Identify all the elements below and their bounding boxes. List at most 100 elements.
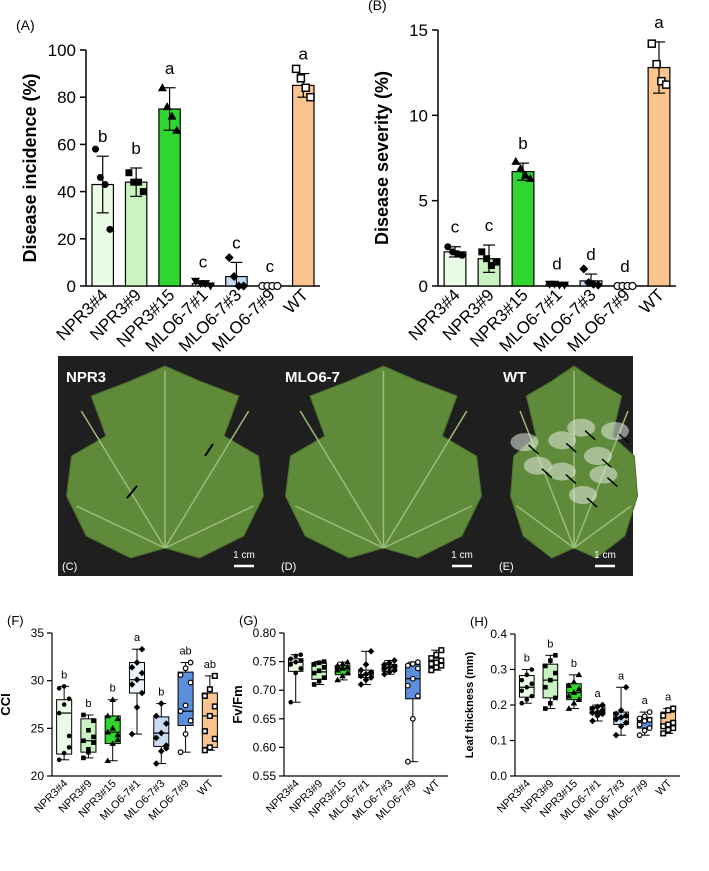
- data-point-npr3-15: [570, 699, 578, 706]
- mildew-patch: [600, 422, 629, 441]
- data-point-wt: [211, 735, 218, 742]
- y-tick-label: 5: [419, 192, 428, 211]
- data-point-mlo6-7-3: [386, 664, 393, 671]
- data-point-npr3-4: [529, 693, 535, 699]
- data-point-mlo6-7-1: [362, 676, 370, 684]
- data-point-wt: [438, 657, 445, 664]
- data-point-npr3-4: [458, 251, 466, 259]
- data-point-wt: [433, 659, 440, 666]
- y-tick-label: 40: [57, 183, 76, 202]
- arrow-marker: [528, 444, 540, 455]
- mildew-patch: [547, 462, 576, 481]
- data-point-mlo6-7-9: [646, 725, 653, 731]
- significance-letter-npr3-15: b: [110, 683, 116, 695]
- significance-letter-wt: a: [654, 13, 664, 32]
- photo-panel-letter: (D): [281, 561, 296, 573]
- data-point-mlo6-7-1: [367, 669, 375, 676]
- arrow-marker: [586, 497, 598, 508]
- x-tick-label-wt: WT: [654, 777, 675, 798]
- data-point-wt: [438, 662, 445, 669]
- data-point-mlo6-7-3: [612, 731, 620, 739]
- data-point-npr3-4: [524, 697, 530, 702]
- data-point-npr3-9: [543, 706, 548, 711]
- data-point-mlo6-7-9: [177, 749, 184, 756]
- data-point-npr3-4: [288, 656, 294, 662]
- y-tick-label: 20: [57, 230, 76, 249]
- data-point-mlo6-7-9: [636, 715, 643, 722]
- data-point-npr3-15: [565, 682, 573, 688]
- data-point-npr3-9: [321, 675, 327, 680]
- data-point-npr3-9: [86, 727, 91, 733]
- data-point-npr3-4: [96, 173, 104, 181]
- data-point-npr3-9: [91, 718, 96, 724]
- y-tick-label: 0.75: [253, 655, 277, 669]
- significance-letter-mlo6-7-9: a: [642, 695, 649, 707]
- bar-npr3-15: [511, 171, 535, 287]
- data-point-npr3-15: [104, 712, 112, 719]
- significance-letter-mlo6-7-1: a: [594, 688, 601, 700]
- data-point-mlo6-7-9: [404, 758, 411, 765]
- y-axis-label: Disease severity (%): [372, 71, 392, 245]
- data-point-mlo6-7-9: [641, 713, 648, 720]
- data-point-wt: [660, 712, 667, 719]
- data-point-npr3-9: [548, 658, 553, 663]
- data-point-mlo6-7-1: [128, 664, 136, 671]
- data-point-npr3-4: [298, 666, 304, 671]
- data-point-npr3-9: [81, 738, 86, 744]
- data-point-mlo6-7-1: [138, 669, 146, 677]
- data-point-mlo6-7-1: [138, 689, 146, 697]
- data-point-mlo6-7-9: [641, 718, 648, 724]
- data-point-mlo6-7-3: [617, 723, 625, 730]
- significance-letter-mlo6-7-3: c: [232, 233, 241, 252]
- data-point-wt: [660, 730, 667, 737]
- data-point-mlo6-7-1: [367, 648, 375, 655]
- data-point-npr3-9: [91, 740, 96, 745]
- data-point-mlo6-7-9: [646, 717, 653, 723]
- arrow-marker: [618, 433, 630, 444]
- y-tick-label: 0.60: [253, 740, 277, 754]
- data-point-npr3-15: [339, 665, 346, 671]
- photo-label-npr3: NPR3: [66, 369, 106, 386]
- significance-letter-npr3-4: b: [61, 669, 67, 681]
- data-point-npr3-15: [570, 689, 578, 695]
- data-point-npr3-4: [293, 653, 299, 659]
- data-point-mlo6-7-1: [133, 704, 141, 711]
- arrow-marker: [601, 458, 613, 469]
- significance-letter-mlo6-7-1: c: [199, 252, 208, 271]
- x-tick-label-wt: WT: [636, 285, 668, 317]
- data-point-mlo6-7-3: [612, 715, 620, 723]
- data-point-wt: [211, 703, 218, 710]
- data-point-mlo6-7-1: [138, 645, 146, 653]
- data-point-wt: [301, 83, 310, 93]
- data-point-wt: [428, 660, 435, 667]
- y-tick-label: 15: [409, 21, 428, 40]
- y-tick-label: 0: [419, 277, 428, 296]
- data-point-npr3-15: [109, 740, 117, 746]
- leaf-vein: [164, 505, 254, 549]
- mildew-patch: [510, 433, 539, 452]
- mildew-patch: [523, 456, 552, 475]
- data-point-wt: [201, 692, 208, 699]
- mildew-patch: [548, 431, 577, 450]
- panel-f-cci: (F)20253035CCIbNPR3#4bNPR3#9bNPR3#15aMLO…: [0, 613, 222, 823]
- significance-letter-mlo6-7-3: a: [618, 670, 625, 682]
- significance-letter-mlo6-7-3: b: [158, 687, 164, 699]
- y-tick-label: 0.1: [490, 734, 507, 748]
- data-point-npr3-4: [519, 700, 525, 706]
- panel-letter: (B): [368, 0, 387, 13]
- data-point-npr3-15: [114, 736, 122, 743]
- arrow-marker: [126, 485, 138, 499]
- data-point-npr3-9: [81, 755, 86, 761]
- bar-wt: [291, 84, 315, 287]
- panel-letter: (G): [239, 613, 258, 628]
- data-point-mlo6-7-9: [641, 727, 648, 734]
- data-point-mlo6-7-3: [622, 683, 630, 691]
- data-point-mlo6-7-1: [594, 708, 601, 716]
- data-point-npr3-9: [311, 682, 317, 687]
- data-point-npr3-9: [311, 670, 317, 676]
- data-point-npr3-4: [106, 225, 114, 233]
- significance-letter-mlo6-7-3: d: [586, 245, 595, 264]
- data-point-npr3-15: [344, 658, 351, 665]
- significance-letter-npr3-4: c: [451, 218, 460, 237]
